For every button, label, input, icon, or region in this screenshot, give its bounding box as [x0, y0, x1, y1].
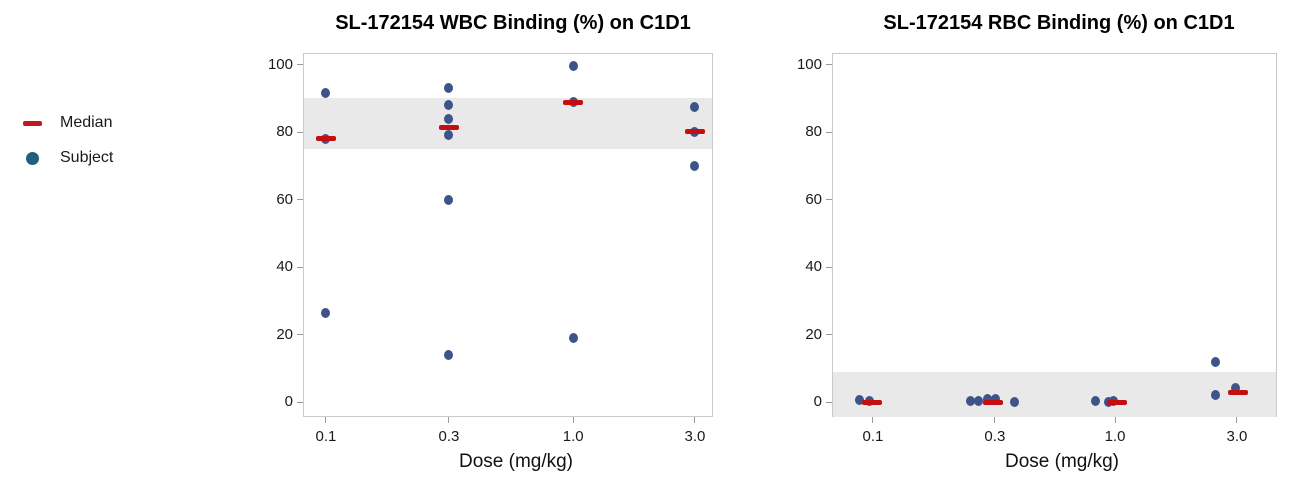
subject-dot	[690, 102, 700, 113]
x-tick-mark	[694, 417, 696, 423]
y-tick-label: 0	[813, 393, 822, 411]
median-bar	[438, 124, 459, 130]
reference-band	[833, 372, 1276, 417]
x-tick-mark	[572, 417, 574, 423]
subject-dot	[1231, 382, 1241, 393]
subject-dot	[321, 88, 331, 99]
x-tick-label: 0.3	[984, 428, 1006, 445]
subject-dot	[444, 83, 454, 94]
subject-dot	[855, 395, 865, 406]
y-tick-label: 0	[284, 393, 293, 411]
x-tick-mark	[1114, 417, 1116, 423]
y-tick-mark	[826, 266, 832, 268]
y-tick-label: 40	[805, 258, 822, 276]
median-bar	[982, 399, 1003, 405]
y-tick-mark	[297, 64, 303, 66]
y-tick-mark	[297, 401, 303, 403]
x-tick-mark	[872, 417, 874, 423]
y-tick-label: 100	[267, 55, 293, 73]
y-tick-label: 60	[276, 190, 293, 208]
subject-dot	[983, 394, 993, 405]
legend-label-median: Median	[60, 114, 113, 131]
subject-dot	[444, 195, 454, 206]
median-dash-icon	[23, 121, 42, 126]
x-tick-label: 3.0	[1226, 428, 1248, 445]
subject-dot	[1211, 390, 1221, 401]
legend-label-subject: Subject	[60, 149, 114, 166]
y-tick-label: 80	[276, 123, 293, 141]
median-bar	[684, 129, 705, 135]
y-tick-mark	[826, 199, 832, 201]
y-tick-label: 40	[276, 258, 293, 276]
y-tick-mark	[297, 334, 303, 336]
plot-area	[832, 53, 1277, 417]
subject-dot	[1090, 396, 1100, 407]
x-tick-label: 0.1	[862, 428, 884, 445]
y-tick-mark	[297, 199, 303, 201]
x-tick-label: 3.0	[684, 428, 706, 445]
y-tick-label: 100	[796, 55, 822, 73]
subject-dot	[690, 160, 700, 171]
median-bar	[1227, 390, 1248, 396]
x-tick-label: 0.3	[438, 428, 460, 445]
subject-dot	[444, 129, 454, 140]
x-tick-mark	[1236, 417, 1238, 423]
reference-band	[304, 98, 712, 150]
rbc-chart-title: SL-172154 RBC Binding (%) on C1D1	[883, 12, 1235, 34]
subject-dot	[991, 394, 1001, 405]
y-tick-mark	[826, 64, 832, 66]
y-tick-mark	[297, 266, 303, 268]
subject-dot	[444, 100, 454, 111]
x-tick-label: 0.1	[315, 428, 337, 445]
y-tick-mark	[826, 401, 832, 403]
x-tick-mark	[448, 417, 450, 423]
wbc-chart-title: SL-172154 WBC Binding (%) on C1D1	[335, 12, 691, 34]
rbc-x-axis-label: Dose (mg/kg)	[1004, 451, 1120, 472]
x-tick-mark	[994, 417, 996, 423]
x-tick-label: 1.0	[1104, 428, 1126, 445]
subject-circle-icon	[26, 152, 39, 165]
subject-dot	[444, 113, 454, 124]
y-tick-label: 20	[276, 325, 293, 343]
x-tick-label: 1.0	[562, 428, 584, 445]
subject-dot	[1010, 396, 1020, 407]
median-bar	[1107, 399, 1128, 405]
subject-dot	[444, 350, 454, 361]
subject-dot	[321, 307, 331, 318]
y-tick-mark	[297, 131, 303, 133]
y-tick-mark	[826, 131, 832, 133]
y-tick-mark	[826, 334, 832, 336]
subject-dot	[974, 395, 984, 406]
median-bar	[315, 136, 336, 142]
y-tick-label: 80	[805, 123, 822, 141]
subject-dot	[568, 61, 578, 72]
y-tick-label: 20	[805, 325, 822, 343]
subject-dot	[1211, 356, 1221, 367]
x-tick-mark	[325, 417, 327, 423]
y-tick-label: 60	[805, 190, 822, 208]
wbc-x-axis-label: Dose (mg/kg)	[458, 451, 574, 472]
subject-dot	[568, 332, 578, 343]
median-bar	[563, 99, 584, 105]
subject-dot	[966, 395, 976, 406]
median-bar	[861, 399, 882, 405]
